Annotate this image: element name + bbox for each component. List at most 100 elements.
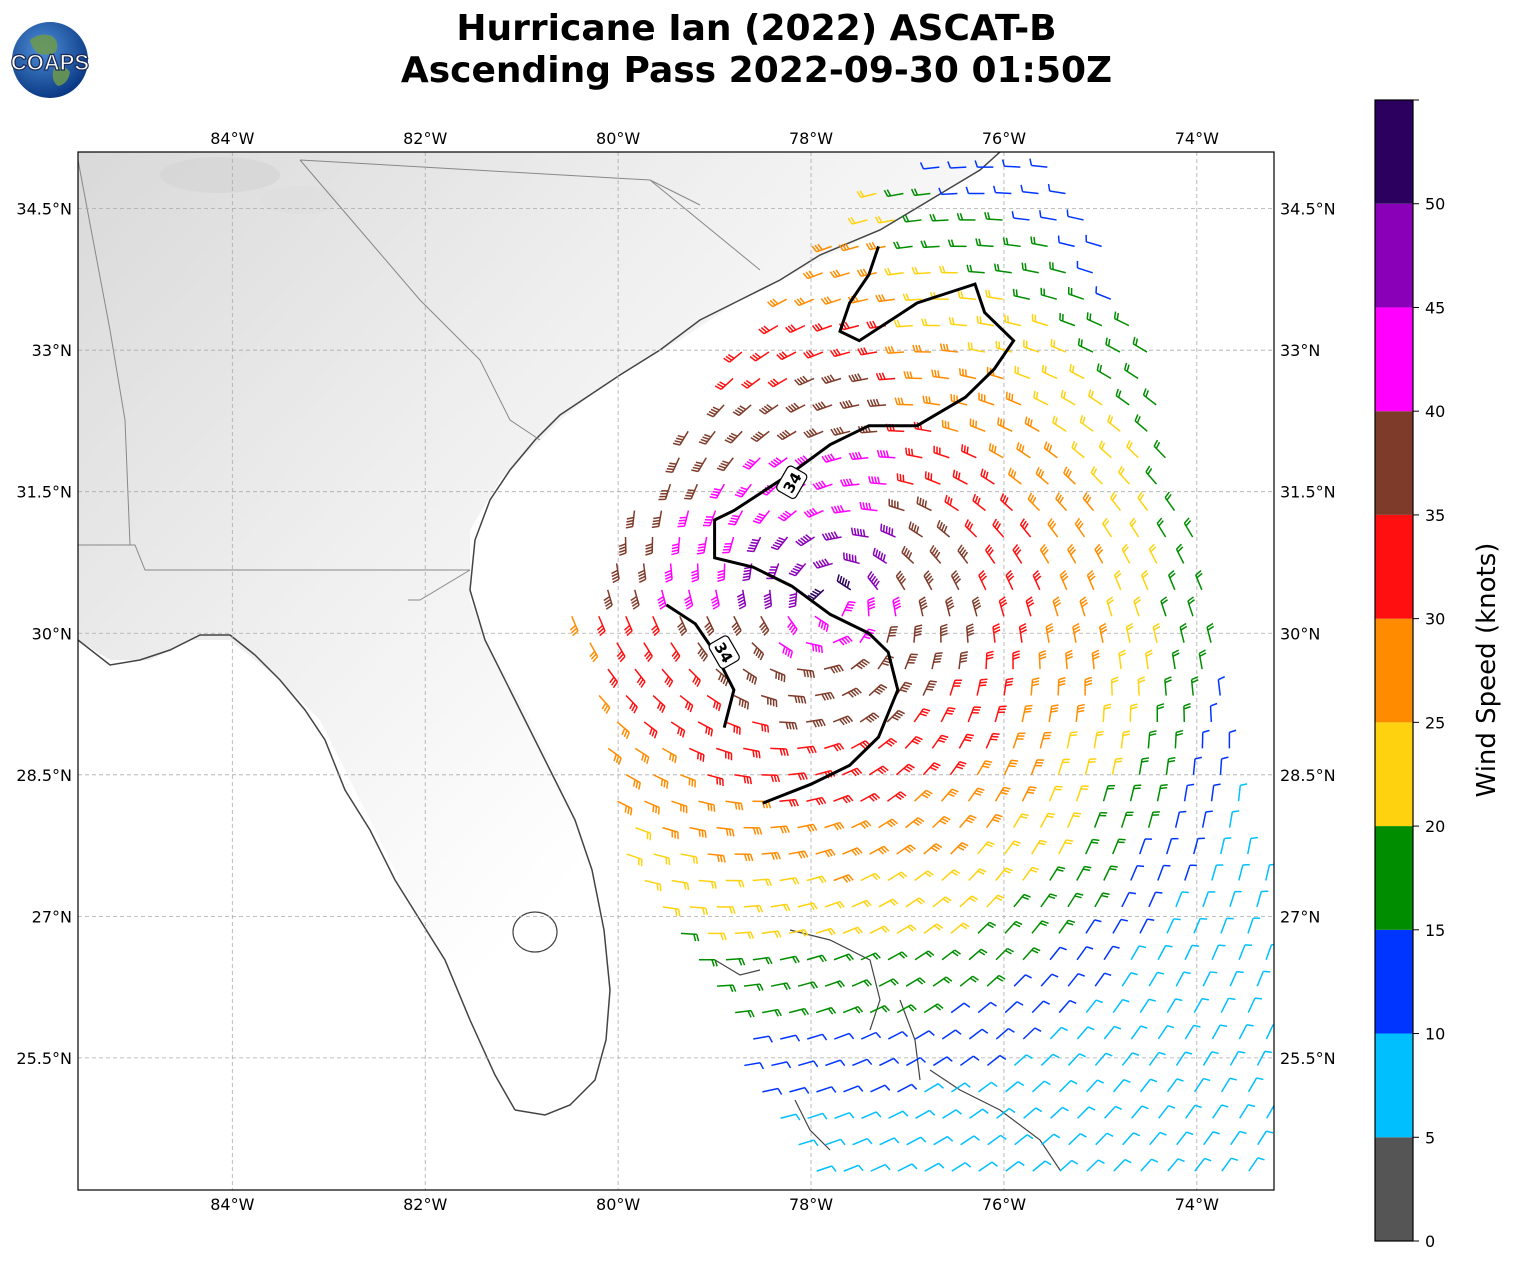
wind-barb — [931, 652, 943, 670]
wind-barb — [848, 451, 869, 461]
wind-barb — [879, 1057, 900, 1067]
wind-barb — [941, 949, 961, 961]
wind-barb — [752, 510, 771, 524]
lon-tick-label-bottom: 84°W — [210, 1195, 254, 1214]
wind-barb — [1012, 813, 1029, 829]
wind-barb — [887, 951, 908, 961]
colorbar-tick-label: 0 — [1425, 1232, 1435, 1251]
wind-barb — [1219, 756, 1229, 775]
wind-barb — [637, 563, 647, 583]
wind-barb — [644, 800, 660, 815]
wind-barb — [815, 848, 836, 858]
wind-barb — [767, 377, 788, 388]
wind-barb — [1266, 1104, 1274, 1119]
wind-barb — [968, 1028, 989, 1040]
wind-barb — [952, 469, 968, 485]
wind-barb — [797, 823, 818, 833]
wind-barb — [689, 906, 709, 916]
wind-barb — [1110, 676, 1119, 696]
wind-barb — [802, 270, 823, 280]
wind-barb — [1094, 972, 1112, 987]
wind-barb — [779, 721, 798, 730]
wind-barb — [736, 589, 747, 610]
wind-barb — [857, 347, 878, 356]
wind-barb — [635, 826, 652, 841]
wind-barb — [992, 185, 1012, 195]
wind-barb — [947, 239, 967, 248]
wind-barb — [1043, 441, 1058, 459]
wind-barb — [1022, 1027, 1042, 1040]
lat-tick-label-left: 27°N — [32, 907, 72, 926]
wind-barb — [664, 563, 673, 583]
wind-barb — [770, 982, 791, 991]
wind-barb — [1126, 440, 1139, 459]
wind-barb — [941, 1029, 962, 1040]
wind-barb — [1040, 1053, 1060, 1066]
wind-barb — [788, 928, 809, 937]
wind-barb — [1107, 414, 1121, 432]
wind-barb — [625, 774, 641, 790]
wind-barb — [812, 480, 833, 491]
wind-barb — [1013, 974, 1032, 987]
wind-barb — [688, 668, 701, 688]
wind-barb — [1027, 492, 1041, 512]
wind-barb — [997, 417, 1013, 432]
wind-barb — [1038, 649, 1047, 670]
wind-barb — [923, 843, 943, 855]
wind-barb — [1041, 1133, 1061, 1146]
wind-barb — [821, 453, 842, 463]
wind-barb — [1153, 439, 1166, 459]
wind-barb — [924, 1083, 944, 1093]
lon-tick-label-bottom: 80°W — [596, 1195, 640, 1214]
wind-barb — [691, 563, 700, 583]
wind-barb — [932, 896, 952, 908]
wind-barb — [1030, 236, 1048, 248]
wind-barb — [825, 1059, 846, 1067]
wind-barb — [768, 457, 788, 468]
wind-barb — [1003, 677, 1014, 696]
wind-barb — [1013, 1054, 1033, 1067]
wind-barb — [940, 706, 956, 723]
wind-barb — [1148, 971, 1165, 987]
wind-barb — [707, 932, 727, 941]
wind-barb — [1134, 414, 1148, 432]
wind-barb — [698, 800, 716, 812]
wind-barb — [625, 510, 636, 529]
wind-barb — [856, 190, 877, 199]
wind-barb — [1039, 210, 1057, 221]
wind-barb — [938, 265, 958, 274]
wind-barb — [1157, 864, 1171, 881]
wind-barb — [671, 536, 681, 556]
wind-barb — [967, 342, 986, 353]
wind-barb — [785, 324, 806, 334]
wind-barb — [1239, 1103, 1256, 1119]
wind-barb — [702, 510, 717, 527]
wind-barb — [1265, 863, 1274, 881]
wind-barb — [1247, 1077, 1264, 1093]
coastline-gulf — [78, 634, 516, 1111]
wind-barb — [1145, 465, 1158, 485]
wind-barb — [1256, 1050, 1272, 1066]
wind-barb — [1055, 492, 1068, 512]
wind-barb — [1049, 866, 1066, 881]
lat-tick-label-left: 28.5°N — [16, 766, 72, 785]
wind-barb — [1247, 997, 1263, 1013]
wind-barb — [1103, 1025, 1122, 1040]
wind-barb — [1257, 1130, 1274, 1146]
wind-barb — [788, 1007, 810, 1016]
wind-barb — [716, 747, 733, 761]
wind-barb — [1145, 649, 1153, 670]
wind-barb — [770, 903, 791, 912]
wind-barb — [921, 318, 940, 327]
wind-barb — [749, 351, 770, 362]
wind-barb — [923, 923, 944, 934]
coastline-east — [469, 152, 1001, 1116]
wind-barb — [1029, 158, 1048, 168]
wind-barb — [1166, 998, 1183, 1013]
wind-barb — [688, 747, 705, 762]
wind-barb — [753, 1035, 773, 1043]
colorbar-tick-label: 25 — [1425, 713, 1445, 732]
wind-barb — [1041, 364, 1058, 380]
wind-barb — [1106, 596, 1115, 617]
wind-barb — [1120, 730, 1131, 749]
